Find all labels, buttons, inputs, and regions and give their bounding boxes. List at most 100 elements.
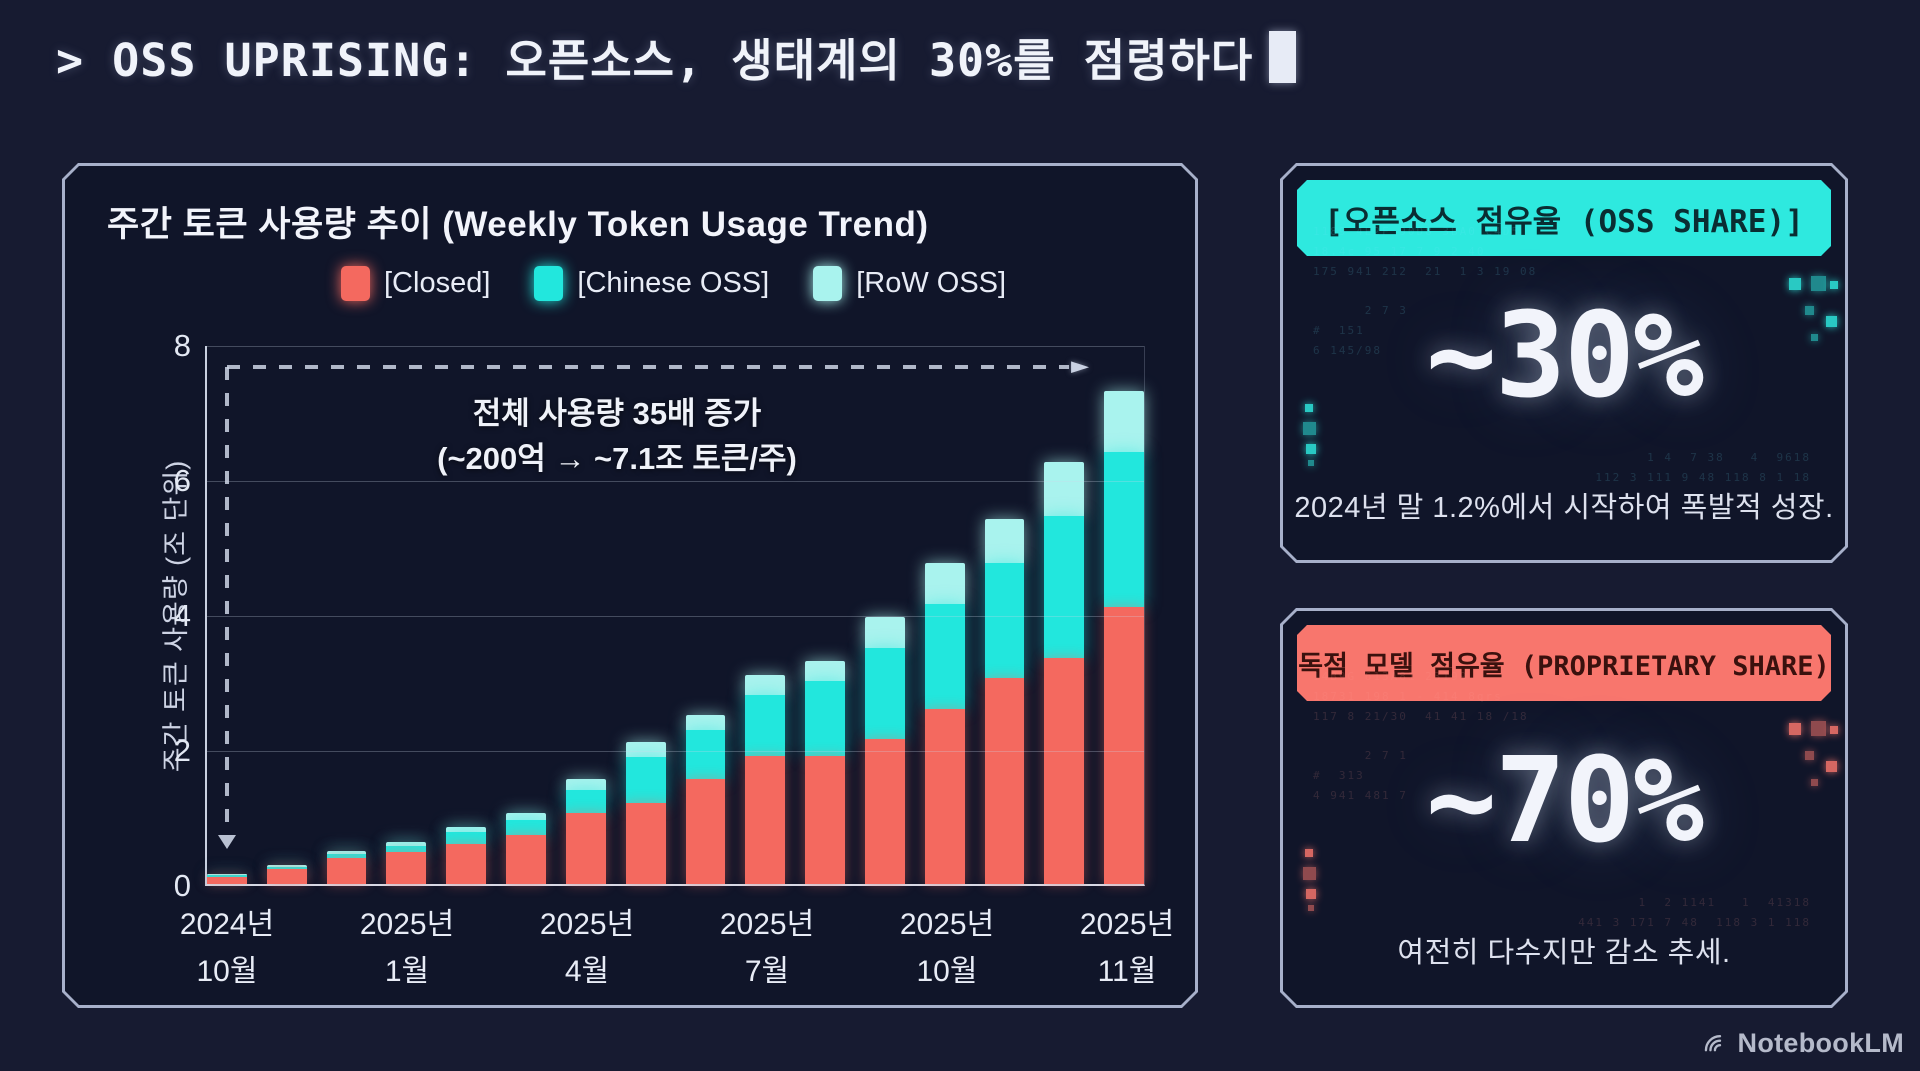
pixel-decoration	[1308, 460, 1314, 466]
code-decoration: 1189 4E2F 90D8 3BA0 C4D5 18.4c 95 17 7 9…	[1313, 225, 1538, 357]
bar-5-segment-rowoss	[446, 827, 486, 832]
bar-7-segment-chineseoss	[566, 790, 606, 814]
chart-panel: 주간 토큰 사용량 추이 (Weekly Token Usage Trend) …	[62, 163, 1198, 1008]
bar-16-segment-chineseoss	[1104, 452, 1144, 607]
chart-annotation-line2: (~200억 → ~7.1조 토큰/주)	[437, 440, 797, 476]
bar-15-segment-closed	[1044, 658, 1084, 884]
bar-12-segment-closed	[865, 739, 905, 884]
y-tick-label-8: 8	[173, 328, 191, 363]
bar-2-segment-rowoss	[267, 865, 307, 867]
y-tick-label-4: 4	[173, 598, 191, 633]
bar-1-segment-closed	[207, 877, 247, 884]
legend-item-closed: [Closed]	[341, 266, 490, 301]
pixel-decoration	[1805, 306, 1814, 315]
bar-4-segment-rowoss	[386, 842, 426, 845]
oss-share-panel-body: [오픈소스 점유율 (OSS SHARE)] 1189 4E2F 90D8 3B…	[1283, 166, 1845, 560]
bar-group	[207, 346, 1144, 884]
bar-9-segment-rowoss	[686, 715, 726, 730]
chart-annotation-line1: 전체 사용량 35배 증가	[472, 396, 762, 431]
stacked-bar-12	[865, 617, 905, 884]
bar-4-segment-chineseoss	[386, 846, 426, 853]
stacked-bar-4	[386, 842, 426, 884]
oss-share-caption: 2024년 말 1.2%에서 시작하여 폭발적 성장.	[1294, 492, 1834, 524]
bar-3-segment-closed	[327, 858, 367, 884]
bar-7-segment-closed	[566, 813, 606, 884]
bar-5-segment-closed	[446, 844, 486, 885]
pixel-decoration	[1306, 444, 1316, 454]
chart-annotation: 전체 사용량 35배 증가 (~200억 → ~7.1조 토큰/주)	[357, 392, 877, 482]
stacked-bar-5	[446, 827, 486, 884]
bar-1-segment-rowoss	[207, 874, 247, 875]
stacked-bar-15	[1044, 462, 1084, 884]
stacked-bar-11	[805, 661, 845, 884]
legend-swatch	[813, 266, 842, 301]
stacked-bar-6	[506, 813, 546, 884]
bar-16-segment-closed	[1104, 607, 1144, 884]
pixel-decoration	[1305, 849, 1313, 857]
bar-9-segment-chineseoss	[686, 730, 726, 779]
bar-13-segment-chineseoss	[925, 604, 965, 709]
bar-8-segment-chineseoss	[626, 757, 666, 803]
pixel-decoration	[1789, 278, 1801, 290]
code-decoration: 1 4 7 38 4 9618 112 3 111 9 48 118 8 1 1…	[1595, 451, 1811, 484]
bar-12-segment-rowoss	[865, 617, 905, 647]
notebooklm-logo-icon	[1704, 1035, 1721, 1052]
pixel-decoration	[1830, 726, 1838, 734]
bar-9-segment-closed	[686, 779, 726, 884]
code-decoration: 14B9G 613A81 23199 18731 198 1 - 414 8qr…	[1313, 670, 1529, 802]
bar-6-segment-chineseoss	[506, 820, 546, 836]
legend-label: [Closed]	[384, 267, 491, 299]
annotation-dashed-line-horizontal	[227, 365, 1069, 369]
proprietary-share-banner: [독점 모델 점유율 (PROPRIETARY SHARE)]	[1297, 625, 1831, 701]
pixel-decoration	[1306, 889, 1316, 899]
bar-2-segment-chineseoss	[267, 867, 307, 870]
pixel-decoration	[1811, 334, 1818, 341]
bar-2-segment-closed	[267, 869, 307, 884]
bar-15-segment-chineseoss	[1044, 516, 1084, 658]
bar-11-segment-rowoss	[805, 661, 845, 681]
pixel-decoration	[1811, 721, 1826, 736]
pixel-decoration	[1830, 281, 1838, 289]
chart-title: 주간 토큰 사용량 추이 (Weekly Token Usage Trend)	[107, 205, 929, 244]
proprietary-share-panel: [독점 모델 점유율 (PROPRIETARY SHARE)] 14B9G 61…	[1280, 608, 1848, 1008]
bar-5-segment-chineseoss	[446, 832, 486, 844]
bar-14-segment-chineseoss	[985, 563, 1025, 678]
pixel-decoration	[1826, 316, 1837, 327]
bar-16-segment-rowoss	[1104, 391, 1144, 452]
x-tick-label-2024년-10월: 2024년 10월	[179, 908, 275, 988]
bar-14-segment-rowoss	[985, 519, 1025, 563]
legend-label: [Chinese OSS]	[577, 267, 770, 299]
footer-brand: NotebookLM	[1702, 1028, 1904, 1059]
pixel-decoration	[1308, 905, 1314, 911]
bar-10-segment-chineseoss	[745, 695, 785, 756]
arrow-right-icon: ►	[1071, 348, 1090, 383]
bar-3-segment-rowoss	[327, 851, 367, 854]
gridline-y-8	[207, 346, 1144, 347]
bar-15-segment-rowoss	[1044, 462, 1084, 516]
bar-14-segment-closed	[985, 678, 1025, 884]
bar-7-segment-rowoss	[566, 779, 606, 789]
pixel-decoration	[1811, 276, 1826, 291]
stacked-bar-1	[207, 874, 247, 884]
proprietary-share-caption: 여전히 다수지만 감소 추세.	[1397, 937, 1731, 969]
legend-swatch	[534, 266, 563, 301]
gridline-y-2	[207, 751, 1144, 752]
oss-share-panel: [오픈소스 점유율 (OSS SHARE)] 1189 4E2F 90D8 3B…	[1280, 163, 1848, 563]
pixel-decoration	[1826, 761, 1837, 772]
pixel-decoration	[1805, 751, 1814, 760]
arrow-down-icon	[218, 835, 236, 849]
stacked-bar-9	[686, 715, 726, 884]
y-tick-label-0: 0	[173, 868, 191, 903]
bar-13-segment-rowoss	[925, 563, 965, 604]
stacked-bar-2	[267, 865, 307, 884]
bar-11-segment-chineseoss	[805, 681, 845, 755]
stacked-bar-13	[925, 563, 965, 884]
stacked-bar-3	[327, 851, 367, 884]
oss-share-value: ~30%	[1425, 286, 1703, 424]
bar-6-segment-rowoss	[506, 813, 546, 820]
bar-8-segment-rowoss	[626, 742, 666, 757]
bar-10-segment-closed	[745, 756, 785, 884]
proprietary-share-panel-body: [독점 모델 점유율 (PROPRIETARY SHARE)] 14B9G 61…	[1283, 611, 1845, 1005]
y-tick-label-2: 2	[173, 733, 191, 768]
chart-panel-body: 주간 토큰 사용량 추이 (Weekly Token Usage Trend) …	[65, 166, 1195, 1005]
